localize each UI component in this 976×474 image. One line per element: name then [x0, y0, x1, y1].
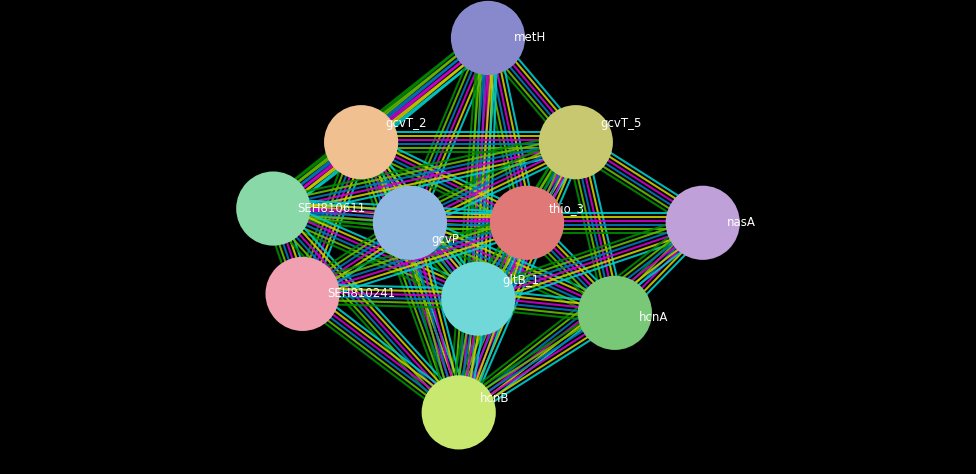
- Ellipse shape: [451, 1, 525, 75]
- Text: metH: metH: [513, 31, 546, 45]
- Text: thio_3: thio_3: [549, 202, 585, 215]
- Ellipse shape: [236, 172, 310, 246]
- Ellipse shape: [324, 105, 398, 179]
- Text: gcvT_2: gcvT_2: [386, 118, 427, 130]
- Text: hcnA: hcnA: [639, 311, 669, 324]
- Ellipse shape: [578, 276, 652, 350]
- Text: hcnB: hcnB: [480, 392, 509, 405]
- Text: gcvT_5: gcvT_5: [600, 118, 641, 130]
- Text: SEH810241: SEH810241: [327, 287, 395, 301]
- Ellipse shape: [490, 186, 564, 260]
- Ellipse shape: [539, 105, 613, 179]
- Text: SEH810611: SEH810611: [298, 202, 366, 215]
- Ellipse shape: [373, 186, 447, 260]
- Text: nasA: nasA: [727, 216, 756, 229]
- Ellipse shape: [265, 257, 340, 331]
- Text: gltB_1: gltB_1: [503, 274, 540, 287]
- Ellipse shape: [666, 186, 740, 260]
- Ellipse shape: [441, 262, 515, 336]
- Ellipse shape: [422, 375, 496, 449]
- Text: gcvP: gcvP: [431, 233, 460, 246]
